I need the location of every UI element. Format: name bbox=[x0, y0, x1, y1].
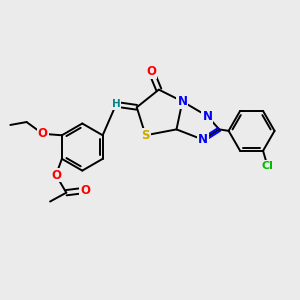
Text: N: N bbox=[177, 95, 188, 108]
Text: N: N bbox=[198, 133, 208, 146]
Text: O: O bbox=[38, 127, 48, 140]
Text: H: H bbox=[112, 99, 121, 110]
Text: S: S bbox=[141, 129, 150, 142]
Text: N: N bbox=[202, 110, 212, 123]
Text: O: O bbox=[146, 65, 157, 79]
Text: Cl: Cl bbox=[262, 161, 273, 171]
Text: O: O bbox=[51, 169, 61, 182]
Text: O: O bbox=[80, 184, 90, 197]
